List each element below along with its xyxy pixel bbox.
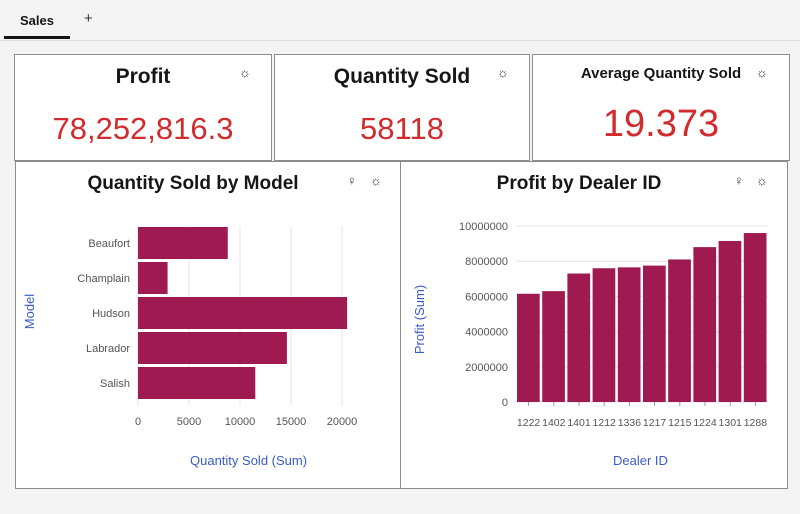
kpi-quantity-sold[interactable]: Quantity Sold ☼ 58118 (274, 54, 530, 161)
chart-title: Quantity Sold by Model (87, 173, 299, 194)
chart-title: Profit by Dealer ID (496, 173, 662, 194)
gear-icon[interactable]: ☼ (497, 65, 509, 80)
add-tab-button[interactable]: + (84, 10, 93, 27)
y-tick-label: 2000000 (465, 362, 508, 374)
y-tick-label: 10000000 (459, 221, 508, 233)
x-tick-label: 15000 (276, 416, 307, 428)
bar (567, 273, 591, 402)
kpi-title: Quantity Sold (333, 65, 471, 88)
bar (743, 233, 767, 402)
lightbulb-icon[interactable]: ♀ (347, 173, 357, 188)
kpi-value: 78,252,816.3 (52, 111, 234, 146)
bar (643, 265, 666, 402)
kpi-value: 58118 (360, 111, 444, 146)
x-tick-label: 1402 (542, 417, 566, 429)
bar (138, 332, 287, 364)
tab-bar: Sales + (0, 0, 800, 41)
x-tick-label: 1336 (618, 417, 642, 429)
x-tick-label: 1288 (744, 417, 768, 429)
bar-chart: 0 2000000 4000000 6000000 8000000 10000000 122… (459, 221, 768, 429)
y-tick-label: Salish (100, 378, 130, 390)
x-tick-label: 1215 (668, 417, 692, 429)
kpi-title: Profit (115, 65, 171, 88)
x-tick-label: 1301 (719, 417, 743, 429)
bar (693, 247, 717, 402)
x-tick-label: 10000 (225, 416, 256, 428)
y-tick-label: Labrador (86, 343, 130, 355)
gear-icon[interactable]: ☼ (239, 65, 251, 80)
x-tick-label: 1401 (567, 417, 591, 429)
bar (718, 240, 742, 402)
y-tick-label: Hudson (92, 308, 130, 320)
kpi-value: 19.373 (602, 103, 720, 145)
bar (138, 262, 168, 294)
bar (542, 291, 565, 402)
lightbulb-icon[interactable]: ♀ (734, 173, 744, 188)
kpi-average-quantity-sold[interactable]: Average Quantity Sold ☼ 19.373 (532, 54, 790, 161)
bar (138, 367, 256, 399)
tab-sales[interactable]: Sales (4, 8, 70, 39)
gear-icon[interactable]: ☼ (756, 65, 768, 80)
bar (517, 293, 540, 402)
x-tick-label: 5000 (177, 416, 201, 428)
gear-icon[interactable]: ☼ (370, 173, 382, 188)
x-axis-label: Quantity Sold (Sum) (190, 453, 308, 468)
y-tick-label: 4000000 (465, 327, 508, 339)
kpi-title: Average Quantity Sold (580, 65, 742, 82)
bar-chart: 0 5000 10000 15000 20000 Beaufort Champlain Hud… (77, 226, 358, 428)
x-tick-label: 1212 (593, 417, 617, 429)
y-tick-label: Champlain (77, 273, 130, 285)
y-tick-label: 8000000 (465, 256, 508, 268)
bar (592, 268, 616, 402)
x-tick-label: 0 (135, 416, 141, 428)
x-tick-label: 20000 (327, 416, 358, 428)
y-tick-label: 6000000 (465, 291, 508, 303)
y-tick-label: 0 (502, 397, 508, 409)
gear-icon[interactable]: ☼ (756, 173, 768, 188)
bar (138, 297, 348, 329)
bar (138, 227, 228, 259)
x-tick-label: 1222 (517, 417, 541, 429)
bar (617, 267, 641, 402)
chart-profit-by-dealer[interactable]: Profit by Dealer ID ♀ ☼ Dealer ID Profit… (400, 161, 788, 489)
x-axis-label: Dealer ID (613, 453, 668, 468)
bar (668, 259, 691, 402)
kpi-profit[interactable]: Profit ☼ 78,252,816.3 (14, 54, 272, 161)
x-tick-label: 1217 (643, 417, 667, 429)
x-tick-label: 1224 (693, 417, 717, 429)
chart-quantity-by-model[interactable]: Quantity Sold by Model ♀ ☼ Quantity Sold… (15, 161, 401, 489)
y-tick-label: Beaufort (88, 238, 130, 250)
